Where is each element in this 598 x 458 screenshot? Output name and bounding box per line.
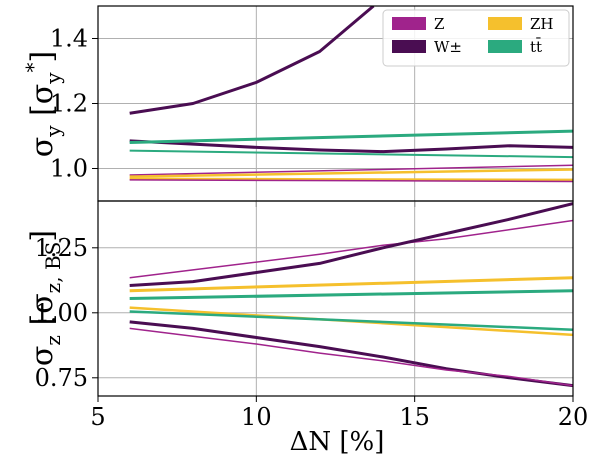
top-ylabel-bracket-sub: y: [41, 72, 65, 85]
top-ytick-label: 1.4: [50, 25, 88, 53]
legend-label-Z: Z: [434, 15, 444, 33]
xtick-label: 5: [90, 403, 105, 431]
bottom-ylabel-sub: z: [41, 335, 65, 346]
top-series-W-line-0: [129, 6, 375, 115]
top-series-Z-line-7: [129, 179, 573, 183]
legend-box: [382, 9, 570, 67]
top-series-W-line-1: [129, 139, 573, 154]
top-y-axis-label: σy [σy*]: [21, 51, 65, 158]
bottom-axes-frame: [97, 200, 574, 397]
bottom-series-W-line-1: [129, 202, 573, 287]
bottom-series-Z-line-0: [129, 219, 573, 279]
xtick-label: 20: [558, 403, 589, 431]
x-axis-label: ΔN [%]: [290, 427, 385, 457]
bottom-series-ZH-line-2: [129, 276, 573, 293]
xtick-label: 15: [399, 403, 430, 431]
legend-swatch-tt: [488, 40, 522, 53]
top-panel: 1.0 1.2 1.4: [50, 5, 574, 207]
xtick-label: 10: [241, 403, 272, 431]
bottom-series-W-line-6: [129, 320, 573, 388]
bottom-ylabel-bracket-main: σ: [25, 293, 60, 313]
bottom-series-tt-line-5: [129, 310, 573, 331]
top-series-tt-line-2: [129, 129, 573, 144]
legend-label-W: W±: [434, 38, 462, 56]
legend-swatch-W: [392, 40, 426, 53]
bottom-series-Z-line-7: [129, 327, 573, 387]
top-ytick-label: 1.2: [50, 90, 88, 118]
bottom-panel: 0.75 1.00 1.25 5 10 15 20: [35, 200, 589, 431]
legend-label-ZH: ZH: [530, 15, 554, 33]
top-series-tt-line-3: [129, 149, 573, 159]
top-ylabel-main: σ: [25, 137, 60, 157]
top-series-Z-line-4: [129, 164, 573, 176]
bottom-y-axis-label: σz [σz, BS]: [25, 230, 65, 366]
bottom-series-group: [129, 202, 573, 388]
top-ylabel-bracket-main: σ: [25, 84, 60, 104]
top-ylabel-sub: y: [41, 125, 65, 138]
top-series-ZH-line-5: [129, 168, 573, 178]
bottom-ylabel-main: σ: [25, 346, 60, 366]
bottom-ytick-label: 0.75: [35, 364, 88, 392]
bottom-series-tt-line-3: [129, 289, 573, 300]
legend-swatch-Z: [392, 17, 426, 30]
top-ylabel-bracket-sup: *: [21, 62, 45, 72]
legend-swatch-ZH: [488, 17, 522, 30]
top-series-ZH-line-6: [129, 177, 573, 182]
bottom-ytick-label: 1.25: [35, 234, 88, 262]
top-ytick-label: 1.0: [50, 155, 88, 183]
legend-label-tt: tt̄: [530, 38, 542, 56]
legend: Z ZH W± tt̄: [382, 9, 570, 67]
bottom-ytick-label: 1.00: [35, 299, 88, 327]
top-series-group: [129, 6, 573, 183]
bottom-ylabel-bracket-sub: z, BS: [41, 242, 65, 294]
